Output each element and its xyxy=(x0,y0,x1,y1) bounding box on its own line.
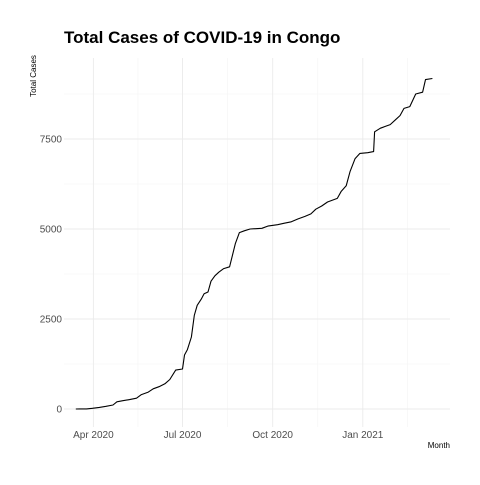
y-tick-label: 5000 xyxy=(40,225,63,236)
x-tick-label: Jan 2021 xyxy=(342,430,384,441)
y-axis-label: Total Cases xyxy=(29,55,38,97)
series-line-total-cases xyxy=(75,77,433,410)
x-axis-ticks: Apr 2020 Jul 2020 Oct 2020 Jan 2021 xyxy=(73,430,384,441)
x-tick-label: Apr 2020 xyxy=(73,430,114,441)
chart-title: Total Cases of COVID-19 in Congo xyxy=(64,28,340,47)
series-layer xyxy=(75,77,433,410)
y-axis-ticks: 0 2500 5000 7500 xyxy=(40,135,63,416)
y-tick-label: 0 xyxy=(56,405,62,416)
grid xyxy=(64,58,450,427)
x-tick-label: Jul 2020 xyxy=(164,430,202,441)
y-tick-label: 7500 xyxy=(40,135,63,146)
x-axis-label: Month xyxy=(428,441,450,450)
x-tick-label: Oct 2020 xyxy=(252,430,293,441)
y-tick-label: 2500 xyxy=(40,315,63,326)
